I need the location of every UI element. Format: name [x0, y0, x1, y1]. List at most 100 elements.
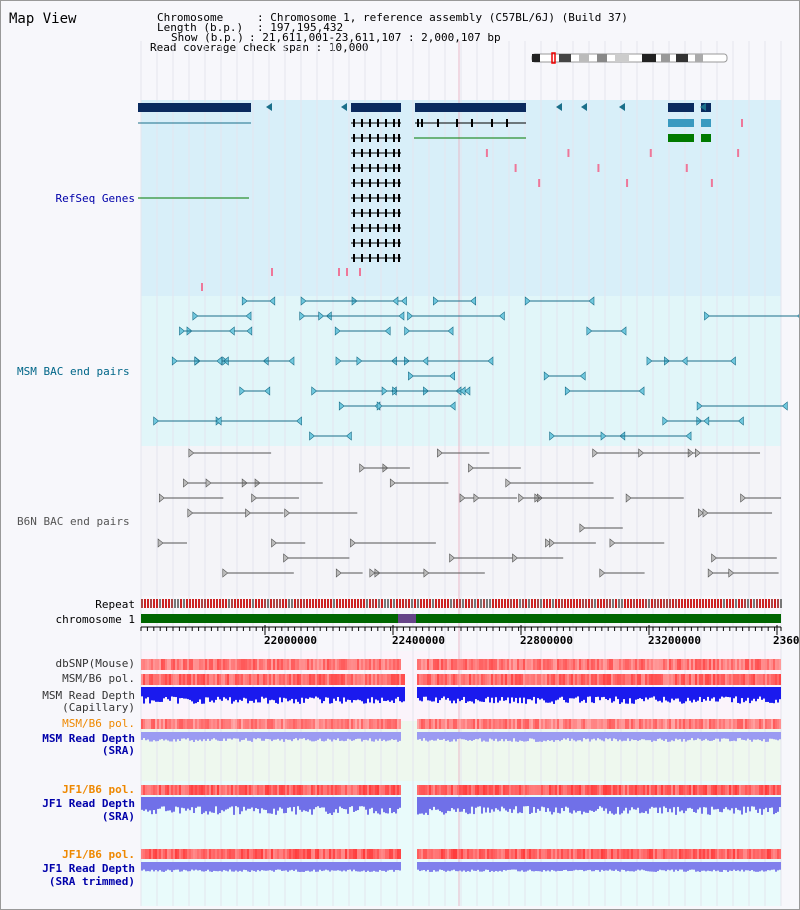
bac-end-marker	[283, 553, 290, 563]
depth-bar	[673, 687, 675, 701]
depth-bar	[597, 687, 599, 697]
heat-cell	[555, 719, 557, 729]
depth-bar	[337, 687, 339, 698]
depth-bar	[393, 862, 395, 872]
depth-bar	[357, 687, 359, 700]
heat-cell	[167, 785, 169, 795]
heat-cell	[623, 849, 625, 859]
depth-bar	[385, 862, 387, 872]
depth-bar	[397, 687, 399, 697]
transcript-exon	[398, 179, 400, 187]
heat-cell	[647, 719, 649, 729]
heat-cell	[561, 659, 563, 670]
heat-cell	[607, 785, 609, 795]
heat-cell	[779, 719, 781, 729]
depth-bar	[321, 797, 323, 808]
heat-cell	[247, 659, 249, 670]
bac-end-marker	[423, 568, 430, 578]
track-label-chromosome[interactable]: chromosome 1	[55, 613, 135, 626]
bac-end-marker	[702, 508, 709, 518]
heat-cell	[295, 785, 297, 795]
heat-cell	[763, 659, 765, 670]
depth-bar	[353, 797, 355, 812]
depth-bar	[145, 862, 147, 872]
heat-cell	[495, 719, 497, 729]
depth-bar	[673, 732, 675, 742]
heat-cell	[261, 659, 263, 670]
depth-bar	[331, 732, 333, 742]
heat-cell	[241, 659, 243, 670]
transcript-exon	[353, 149, 355, 157]
heat-cell	[291, 719, 293, 729]
depth-bar	[651, 797, 653, 807]
repeat-element	[591, 599, 593, 608]
depth-bar	[503, 687, 505, 701]
depth-bar	[233, 687, 235, 702]
heat-cell	[727, 719, 729, 729]
track-label-jf1-b6-pol-2[interactable]: JF1/B6 pol.	[62, 848, 135, 861]
repeat-element	[261, 599, 263, 608]
heat-cell	[353, 719, 355, 729]
heat-cell	[649, 785, 651, 795]
depth-bar	[185, 687, 187, 699]
heat-cell	[347, 659, 349, 670]
depth-bar	[759, 687, 761, 697]
depth-bar	[505, 862, 507, 871]
track-label-refseq[interactable]: RefSeq Genes	[55, 192, 135, 205]
depth-bar	[485, 687, 487, 699]
repeat-element	[600, 599, 602, 608]
heat-cell	[743, 659, 745, 670]
heat-cell	[191, 659, 193, 670]
depth-bar	[679, 732, 681, 740]
heat-cell	[461, 785, 463, 795]
heat-cell	[199, 674, 201, 685]
track-label-jf1-b6-pol[interactable]: JF1/B6 pol.	[62, 783, 135, 796]
heat-cell	[679, 849, 681, 859]
depth-bar	[653, 687, 655, 697]
track-label-msm-bac[interactable]: MSM BAC end pairs	[17, 365, 130, 378]
depth-bar	[645, 797, 647, 812]
heat-cell	[423, 674, 425, 685]
depth-bar	[361, 797, 363, 807]
heat-cell	[509, 674, 511, 685]
bac-end-marker	[620, 326, 627, 336]
depth-bar	[455, 687, 457, 704]
heat-cell	[499, 659, 501, 670]
transcript-exon	[421, 119, 423, 127]
track-label-jf1-read-depth-sra[interactable]: JF1 Read Depth	[42, 797, 135, 810]
track-label-msm-read-depth-capillary[interactable]: MSM Read Depth	[42, 689, 135, 702]
depth-bar	[325, 797, 327, 812]
depth-bar	[333, 687, 335, 699]
heat-cell	[249, 785, 251, 795]
repeat-element	[618, 599, 620, 608]
track-label-msm-b6-pol[interactable]: MSM/B6 pol.	[62, 672, 135, 685]
heat-cell	[155, 785, 157, 795]
track-label-jf1-read-depth-trimmed[interactable]: JF1 Read Depth	[42, 862, 135, 875]
heat-cell	[417, 785, 419, 795]
depth-bar	[593, 732, 595, 739]
depth-bar	[141, 732, 143, 740]
heat-cell	[529, 674, 531, 685]
transcript-exon	[398, 149, 400, 157]
heat-cell	[155, 719, 157, 729]
heat-cell	[537, 674, 539, 685]
heat-cell	[659, 674, 661, 685]
heat-cell	[439, 785, 441, 795]
depth-bar	[315, 732, 317, 741]
track-label-b6n-bac[interactable]: B6N BAC end pairs	[17, 515, 130, 528]
bac-end-marker	[251, 493, 258, 503]
heat-cell	[347, 785, 349, 795]
depth-bar	[219, 687, 221, 700]
heat-cell	[533, 785, 535, 795]
track-label-repeat[interactable]: Repeat	[95, 598, 135, 611]
depth-bar	[279, 862, 281, 870]
depth-bar	[177, 862, 179, 870]
track-label-msm-read-depth-sra[interactable]: MSM Read Depth	[42, 732, 135, 745]
heat-cell	[351, 849, 353, 859]
heat-cell	[371, 674, 373, 685]
heat-cell	[739, 659, 741, 670]
heat-cell	[769, 849, 771, 859]
track-label-dbsnp[interactable]: dbSNP(Mouse)	[55, 657, 135, 670]
track-label-msm-b6-pol-sra[interactable]: MSM/B6 pol.	[62, 717, 135, 730]
